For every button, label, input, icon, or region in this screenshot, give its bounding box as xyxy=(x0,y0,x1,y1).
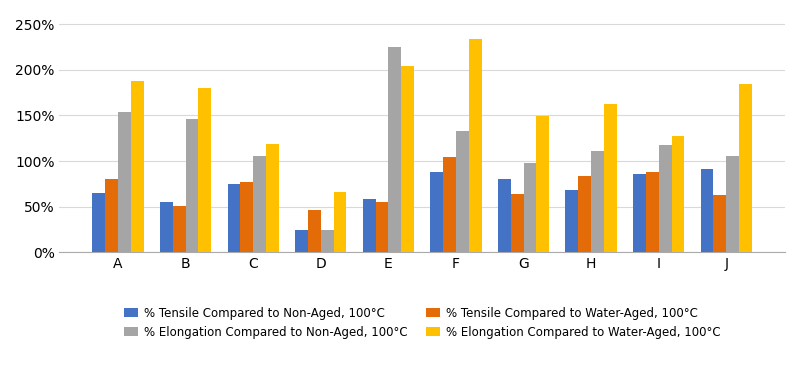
Bar xyxy=(131,81,144,252)
Bar xyxy=(469,39,482,252)
Bar xyxy=(591,151,604,252)
Bar xyxy=(118,112,131,252)
Bar xyxy=(402,66,414,252)
Bar xyxy=(739,84,752,252)
Bar xyxy=(254,156,266,252)
Bar xyxy=(334,192,346,252)
Bar xyxy=(578,176,591,252)
Bar xyxy=(308,210,321,252)
Bar xyxy=(240,182,254,252)
Bar xyxy=(646,172,658,252)
Bar xyxy=(566,190,578,252)
Bar xyxy=(388,47,402,252)
Bar xyxy=(537,116,550,252)
Bar xyxy=(266,144,279,252)
Bar xyxy=(714,195,726,252)
Bar xyxy=(362,199,375,252)
Bar xyxy=(443,158,456,252)
Bar xyxy=(726,156,739,252)
Bar xyxy=(456,131,469,252)
Bar xyxy=(633,174,646,252)
Bar xyxy=(604,105,617,252)
Bar xyxy=(321,230,334,252)
Bar xyxy=(186,119,198,252)
Bar xyxy=(430,172,443,252)
Bar xyxy=(523,163,537,252)
Bar xyxy=(198,88,211,252)
Bar xyxy=(105,179,118,252)
Bar xyxy=(510,194,523,252)
Legend: % Tensile Compared to Non-Aged, 100°C, % Elongation Compared to Non-Aged, 100°C,: % Tensile Compared to Non-Aged, 100°C, %… xyxy=(118,301,726,345)
Bar xyxy=(498,179,510,252)
Bar xyxy=(227,184,240,252)
Bar xyxy=(701,169,714,252)
Bar xyxy=(173,206,186,252)
Bar xyxy=(160,202,173,252)
Bar xyxy=(295,230,308,252)
Bar xyxy=(375,202,388,252)
Bar xyxy=(658,145,671,252)
Bar xyxy=(671,137,685,252)
Bar xyxy=(92,193,105,252)
